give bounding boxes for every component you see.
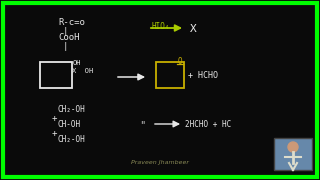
Text: Praveen Jhambeer: Praveen Jhambeer (131, 160, 189, 165)
Text: 2HCHO + HC: 2HCHO + HC (185, 120, 231, 129)
Text: |: | (63, 42, 68, 51)
Text: HIO₄: HIO₄ (152, 22, 171, 31)
Text: ": " (140, 120, 145, 130)
Text: X  OH: X OH (72, 68, 93, 74)
Bar (40, 62, 72, 88)
Text: CH₂-OH: CH₂-OH (58, 135, 86, 144)
Text: CH-OH: CH-OH (58, 120, 81, 129)
Text: |: | (63, 27, 68, 36)
Text: + HCHO: + HCHO (188, 71, 218, 80)
Text: O: O (178, 57, 183, 66)
Text: OH: OH (73, 60, 82, 66)
Bar (156, 62, 184, 88)
Text: +: + (52, 114, 57, 123)
Text: +: + (52, 129, 57, 138)
Bar (274, 138, 312, 170)
Text: CooH: CooH (58, 33, 79, 42)
Text: X: X (190, 24, 197, 34)
Circle shape (288, 142, 298, 152)
Text: CH₂-OH: CH₂-OH (58, 105, 86, 114)
Text: R-c=o: R-c=o (58, 18, 85, 27)
